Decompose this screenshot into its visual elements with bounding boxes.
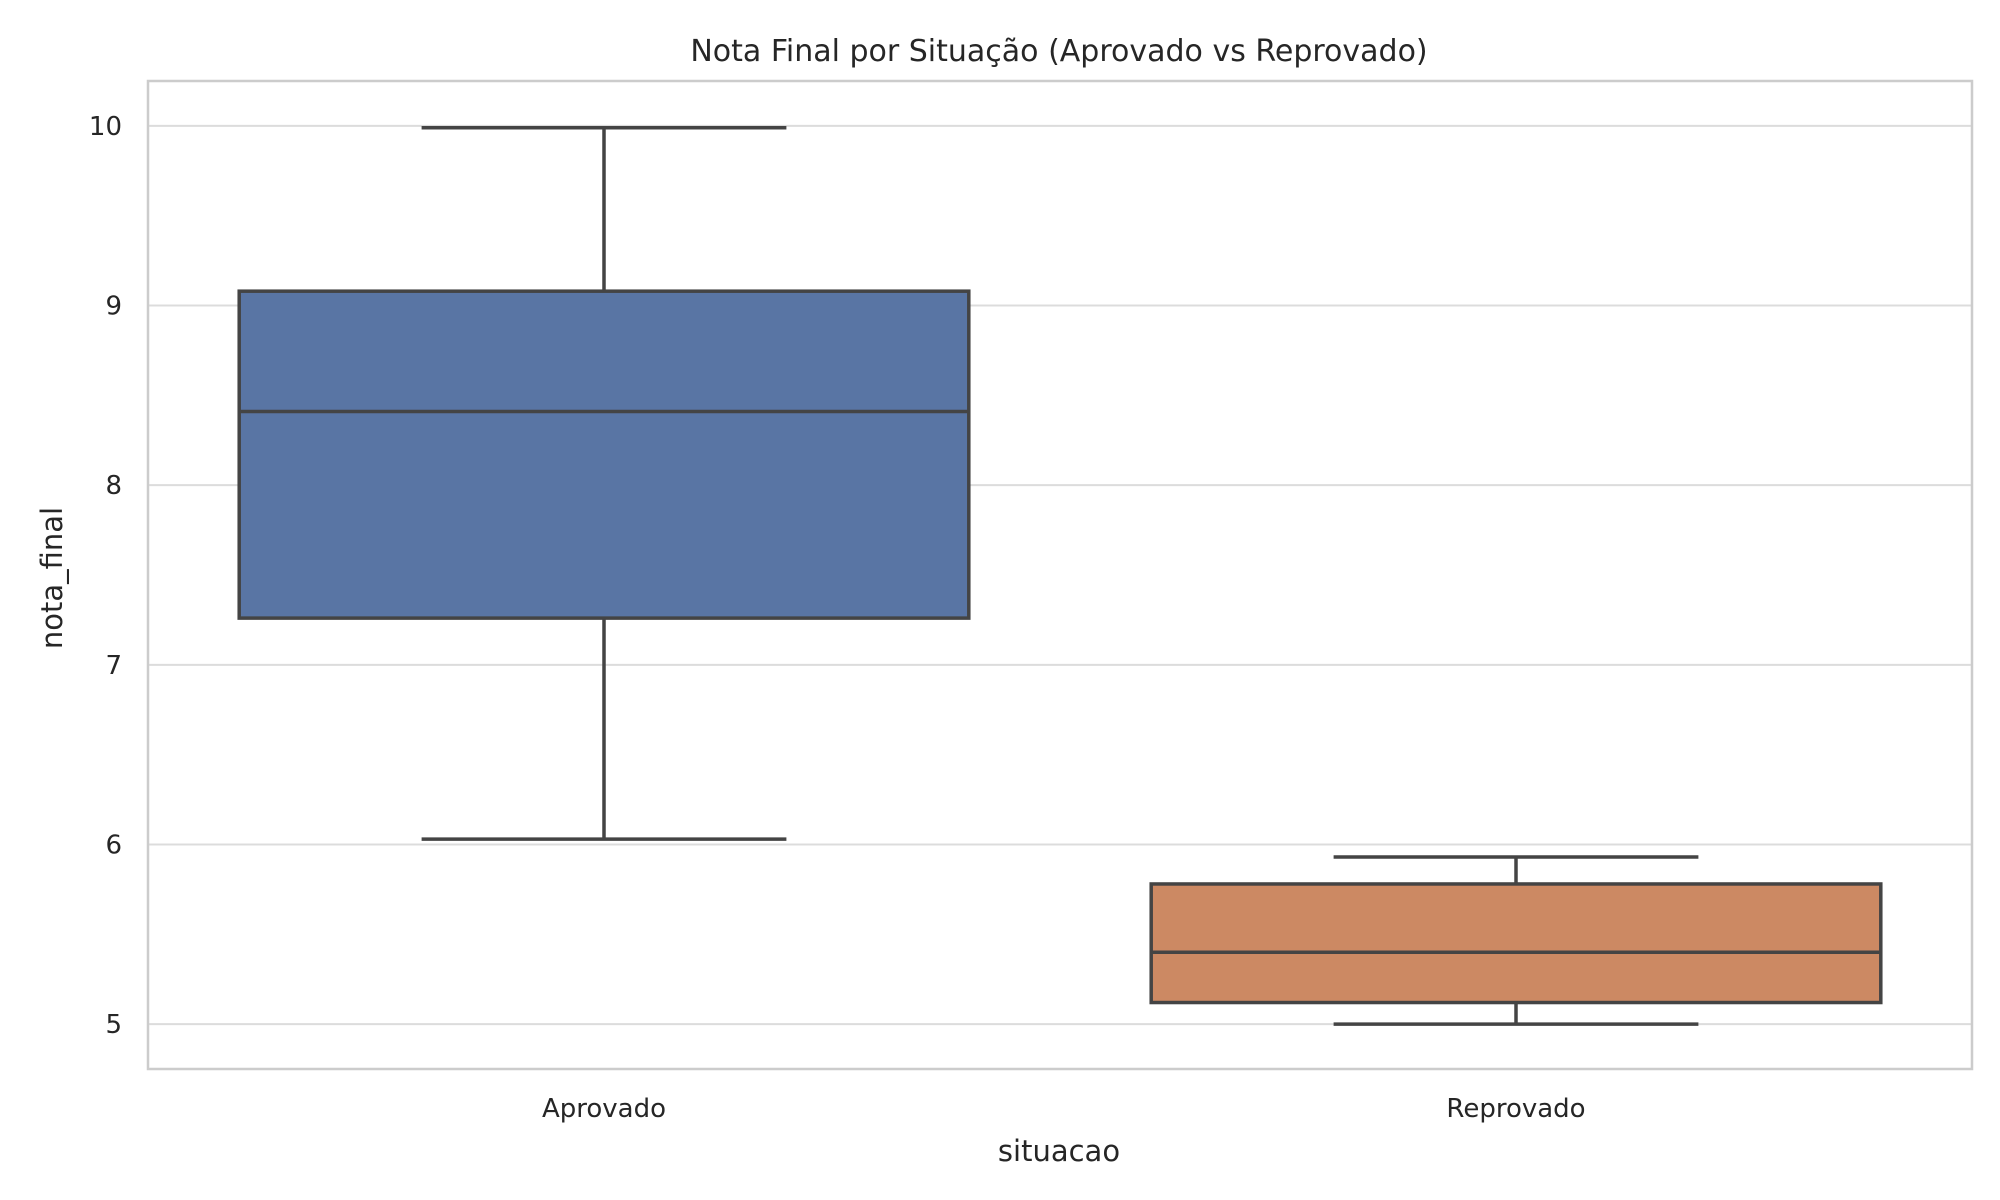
box-group-aprovado <box>237 125 971 841</box>
x-axis-label: situacao <box>998 1134 1120 1168</box>
box-iqr <box>1149 882 1883 1005</box>
y-tick-label: 8 <box>105 471 122 501</box>
plot-frame <box>146 79 1974 1071</box>
y-tick-label: 5 <box>105 1010 122 1040</box>
y-tick-label: 10 <box>89 112 122 142</box>
y-axis-label: nota_final <box>35 507 69 649</box>
boxes <box>237 125 1883 1026</box>
x-tick-label: Reprovado <box>1446 1094 1585 1124</box>
y-tick-label: 7 <box>105 651 122 681</box>
y-tick-labels: 5 6 7 8 9 10 <box>89 112 122 1040</box>
chart-title: Nota Final por Situação (Aprovado vs Rep… <box>690 34 1427 69</box>
y-tick-label: 6 <box>105 830 122 860</box>
x-tick-label: Aprovado <box>542 1094 666 1124</box>
y-tick-label: 9 <box>105 292 122 322</box>
box-group-reprovado <box>1149 855 1883 1026</box>
x-tick-labels: Aprovado Reprovado <box>542 1094 1586 1124</box>
box-iqr <box>237 289 971 620</box>
